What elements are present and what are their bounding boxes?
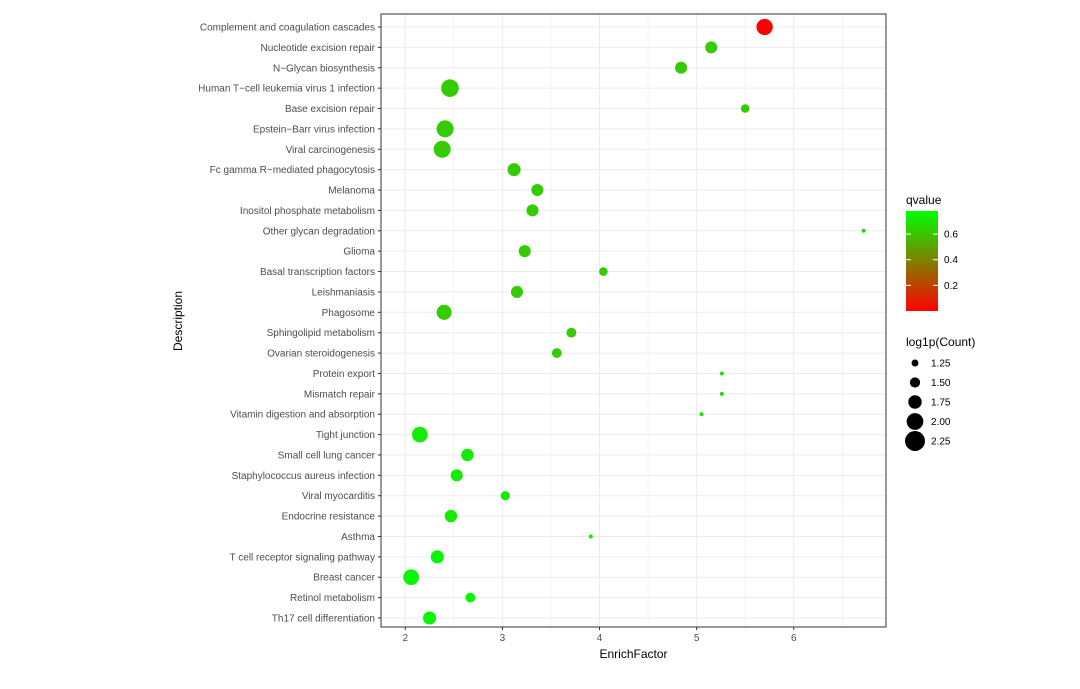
x-axis: 2 3 4 5 6 — [402, 627, 797, 644]
y-tick-label: Complement and coagulation cascades — [200, 23, 375, 34]
y-tick-label: Epstein−Barr virus infection — [253, 124, 375, 135]
x-tick-label: 2 — [402, 633, 408, 644]
data-point — [461, 448, 474, 462]
y-tick-label: Basal transcription factors — [260, 267, 375, 278]
y-tick-label: Retinol metabolism — [290, 593, 375, 604]
y-tick-label: Viral myocarditis — [302, 491, 375, 502]
count-size-legend: log1p(Count) 1.25 1.50 1.75 2.00 2.25 — [905, 335, 975, 451]
data-point — [430, 550, 444, 564]
y-tick-label: Endocrine resistance — [282, 512, 376, 523]
grid-lines — [381, 14, 886, 627]
data-point — [436, 120, 454, 138]
qvalue-legend-title: qvalue — [906, 193, 942, 207]
data-point — [507, 163, 521, 177]
size-legend-label: 2.25 — [931, 437, 951, 448]
plot-panel-border — [380, 13, 887, 628]
y-tick-label: Base excision repair — [285, 104, 376, 115]
data-point — [444, 509, 458, 523]
data-point — [719, 371, 724, 376]
data-points — [403, 18, 866, 625]
y-tick-label: Human T−cell leukemia virus 1 infection — [198, 84, 375, 95]
colorbar-tick-label: 0.2 — [944, 281, 958, 292]
qvalue-colorbar — [906, 211, 938, 311]
size-legend-dot — [911, 359, 919, 367]
data-point — [436, 304, 452, 320]
y-tick-label: Asthma — [341, 532, 375, 543]
y-tick-label: Mismatch repair — [304, 389, 376, 400]
y-tick-label: Staphylococcus aureus infection — [232, 471, 375, 482]
x-tick-label: 4 — [597, 633, 603, 644]
data-point — [526, 204, 539, 217]
y-tick-label: N−Glycan biosynthesis — [273, 63, 375, 74]
size-legend-label: 1.75 — [931, 398, 951, 409]
y-tick-label: Tight junction — [316, 430, 375, 441]
y-axis-title: Description — [171, 291, 185, 351]
data-point — [551, 348, 562, 358]
data-point — [450, 469, 463, 482]
data-point — [465, 592, 476, 603]
data-point — [699, 412, 704, 417]
y-tick-label: Other glycan degradation — [263, 226, 375, 237]
data-point — [756, 18, 773, 36]
y-tick-label: T cell receptor signaling pathway — [230, 552, 375, 563]
data-point — [675, 61, 688, 74]
colorbar-tick-label: 0.4 — [944, 255, 958, 266]
y-tick-label: Fc gamma R−mediated phagocytosis — [210, 165, 375, 176]
size-legend-label: 1.50 — [931, 378, 951, 389]
data-point — [861, 228, 866, 233]
data-point — [403, 569, 419, 586]
data-point — [531, 184, 544, 197]
data-point — [510, 285, 523, 298]
data-point — [441, 79, 459, 97]
y-tick-label: Phagosome — [322, 308, 376, 319]
data-point — [705, 41, 718, 54]
y-tick-label: Protein export — [313, 369, 375, 380]
x-tick-label: 5 — [694, 633, 700, 644]
colorbar-tick-label: 0.6 — [944, 230, 958, 241]
y-tick-label: Ovarian steroidogenesis — [267, 349, 375, 360]
size-legend-dot — [905, 431, 925, 451]
y-tick-label: Melanoma — [328, 186, 375, 197]
y-tick-label: Inositol phosphate metabolism — [240, 206, 375, 217]
size-legend-dot — [906, 413, 924, 430]
y-axis: Complement and coagulation cascades Nucle… — [198, 23, 381, 625]
data-point — [518, 245, 531, 258]
y-tick-label: Breast cancer — [313, 573, 375, 584]
qvalue-legend: qvalue 0.2 0.4 0.6 — [906, 193, 958, 311]
y-tick-label: Glioma — [343, 247, 375, 258]
data-point — [599, 267, 608, 276]
y-tick-label: Leishmaniasis — [312, 287, 375, 298]
y-tick-label: Nucleotide excision repair — [260, 43, 375, 54]
data-point — [588, 534, 593, 539]
data-point — [433, 140, 451, 158]
y-tick-label: Th17 cell differentiation — [272, 614, 375, 625]
data-point — [500, 491, 510, 501]
data-point — [411, 426, 428, 443]
y-tick-label: Sphingolipid metabolism — [267, 328, 375, 339]
data-point — [423, 611, 437, 625]
y-tick-label: Vitamin digestion and absorption — [230, 410, 375, 421]
data-point — [719, 391, 724, 396]
size-legend-label: 2.00 — [931, 417, 951, 428]
x-axis-title: EnrichFactor — [599, 647, 667, 661]
y-tick-label: Viral carcinogenesis — [286, 145, 375, 156]
count-legend-title: log1p(Count) — [906, 335, 975, 349]
size-legend-label: 1.25 — [931, 359, 951, 370]
y-tick-label: Small cell lung cancer — [278, 450, 376, 461]
data-point — [740, 104, 750, 113]
data-point — [566, 327, 577, 338]
x-tick-label: 6 — [791, 633, 797, 644]
size-legend-dot — [909, 377, 921, 388]
size-legend-dot — [908, 395, 922, 409]
x-tick-label: 3 — [500, 633, 506, 644]
